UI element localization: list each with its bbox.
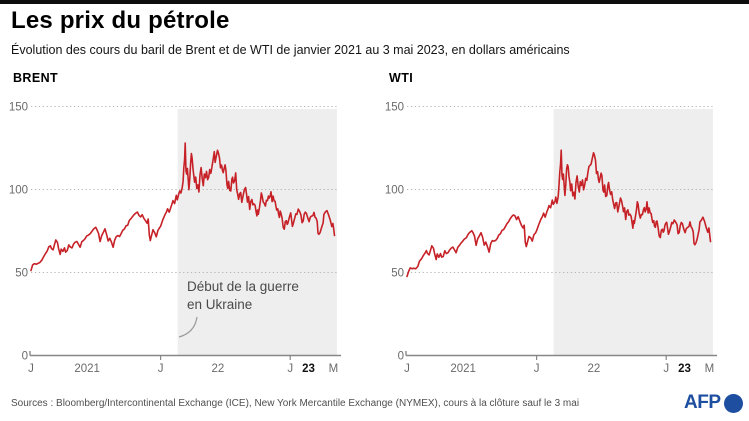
y-tick-label-50: 50 xyxy=(391,268,404,280)
war-period-region xyxy=(177,109,337,356)
price-line xyxy=(30,142,336,272)
war-annotation-line2: en Ukraine xyxy=(187,296,253,312)
x-tick-label-J: J xyxy=(28,363,34,375)
y-tick-label-100: 100 xyxy=(385,185,404,197)
x-tick-label-23: 23 xyxy=(678,363,691,375)
y-tick-label-150: 150 xyxy=(9,102,28,114)
x-tick-label-23: 23 xyxy=(302,363,315,375)
x-tick-label-M: M xyxy=(329,363,339,375)
x-tick-label-J: J xyxy=(534,363,540,375)
page-title: Les prix du pétrole xyxy=(11,7,230,34)
x-tick-label-J: J xyxy=(663,363,669,375)
x-tick-label-22: 22 xyxy=(587,363,600,375)
wti-chart: 0 50 100 150 J 2021 J 22 J 23 M xyxy=(385,102,717,375)
afp-globe-icon xyxy=(723,393,743,413)
y-tick-label-100: 100 xyxy=(9,185,28,197)
price-line xyxy=(406,149,712,278)
source-note: Sources : Bloomberg/Intercontinental Exc… xyxy=(11,398,580,409)
x-tick-label-J: J xyxy=(158,363,164,375)
y-tick-label-50: 50 xyxy=(15,268,28,280)
war-period-region xyxy=(553,109,713,356)
wti-chart-title: WTI xyxy=(389,71,414,85)
x-tick-label-2021: 2021 xyxy=(450,363,476,375)
x-tick-label-M: M xyxy=(705,363,715,375)
x-tick-label-J: J xyxy=(404,363,410,375)
y-tick-label-0: 0 xyxy=(398,351,404,363)
y-tick-label-0: 0 xyxy=(22,351,28,363)
x-tick-label-2021: 2021 xyxy=(74,363,100,375)
x-tick-label-22: 22 xyxy=(211,363,224,375)
y-tick-label-150: 150 xyxy=(385,102,404,114)
annotation-leader-arc xyxy=(178,316,198,338)
x-tick-label-J: J xyxy=(287,363,293,375)
brent-chart: 0 50 100 150 J 2021 J 22 J 23 M xyxy=(9,102,341,375)
afp-logo-text: AFP xyxy=(684,392,721,413)
top-border-bar xyxy=(0,0,749,4)
brent-chart-title: BRENT xyxy=(13,71,59,85)
war-annotation-line1: Début de la guerre xyxy=(187,279,299,294)
war-annotation: Début de la guerre en Ukraine xyxy=(187,278,299,313)
afp-logo: AFP xyxy=(684,392,743,414)
page-subtitle: Évolution des cours du baril de Brent et… xyxy=(11,43,570,57)
